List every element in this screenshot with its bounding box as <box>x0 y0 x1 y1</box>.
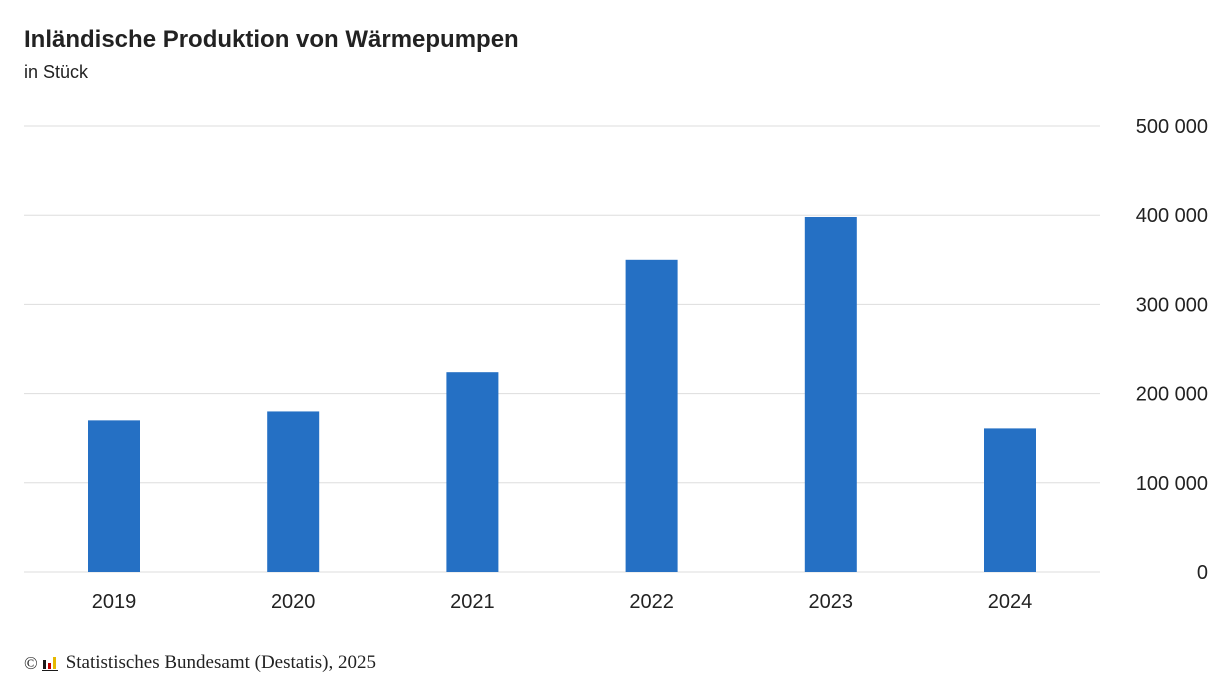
bar-2020 <box>267 411 320 572</box>
bar-2019 <box>88 420 140 572</box>
bar-chart: 2019 2020 2021 2022 2023 2024 0 100 000 200 000… <box>24 116 1208 613</box>
y-tick-label: 400 000 <box>1136 205 1208 227</box>
destatis-logo-icon <box>41 655 60 671</box>
y-axis-labels: 0 100 000 200 000 300 000 400 000 500 000 <box>1136 116 1208 584</box>
x-tick-label: 2020 <box>271 591 316 613</box>
y-tick-label: 100 000 <box>1136 473 1208 495</box>
x-tick-label: 2022 <box>629 591 674 613</box>
x-axis-labels: 2019 2020 2021 2022 2023 2024 <box>92 591 1033 613</box>
gridlines <box>24 125 1100 573</box>
source-footer: © Statistisches Bundesamt (Destatis), 20… <box>24 652 376 674</box>
y-tick-label: 300 000 <box>1136 294 1208 316</box>
x-tick-label: 2019 <box>92 591 137 613</box>
copyright-symbol: © <box>24 652 38 673</box>
x-tick-label: 2023 <box>809 591 854 613</box>
chart-subtitle: in Stück <box>24 62 89 82</box>
x-tick-label: 2021 <box>450 591 495 613</box>
x-tick-label: 2024 <box>988 591 1033 613</box>
y-tick-label: 200 000 <box>1136 384 1208 406</box>
bar-2022 <box>625 259 678 572</box>
bar-2024 <box>984 428 1036 572</box>
source-text: Statistisches Bundesamt (Destatis), 2025 <box>65 652 376 673</box>
bar-2023 <box>804 216 857 572</box>
y-tick-label: 500 000 <box>1136 116 1208 138</box>
bars <box>88 216 1036 572</box>
y-tick-label: 0 <box>1197 562 1208 584</box>
chart-title: Inländische Produktion von Wärmepumpen <box>24 26 519 53</box>
bar-2021 <box>446 372 499 572</box>
